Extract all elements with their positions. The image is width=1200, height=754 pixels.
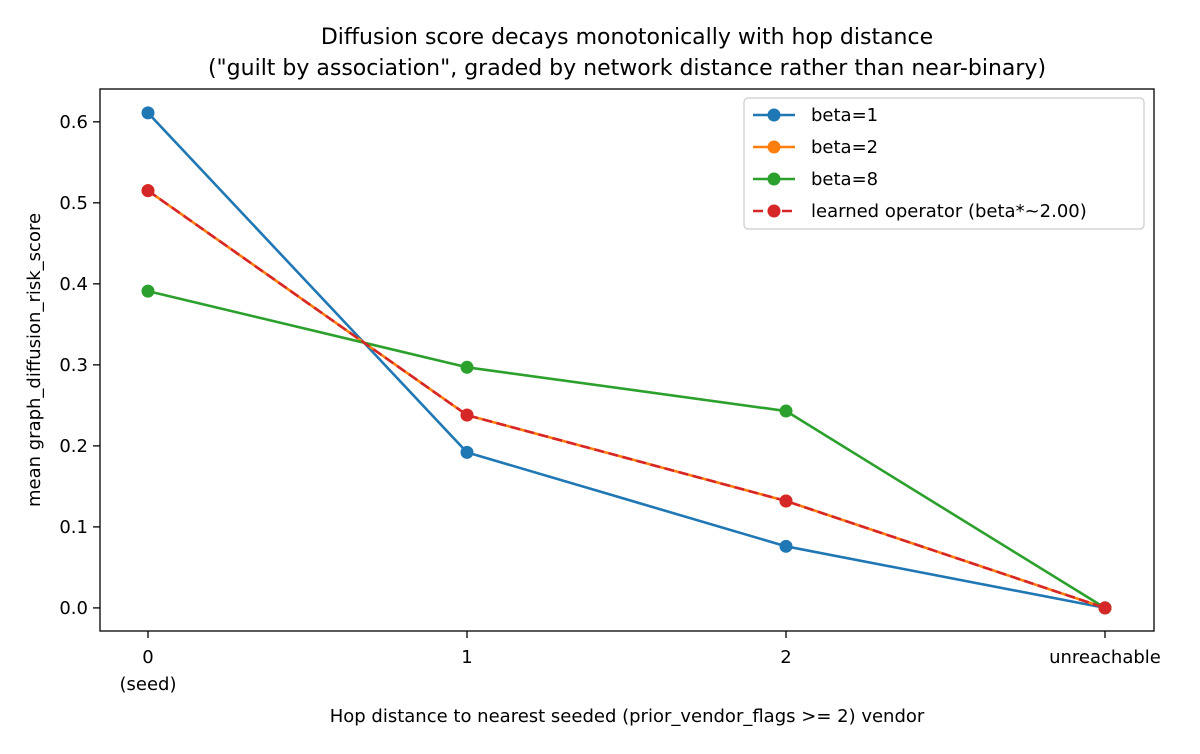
x-tick-label: 2 [780, 647, 791, 668]
legend-label: beta=2 [811, 137, 878, 158]
series-point [141, 184, 155, 198]
y-tick-label: 0.4 [59, 274, 88, 295]
x-tick-label-line: (seed) [120, 674, 177, 695]
series-line-4 [147, 189, 1106, 610]
series-point [779, 404, 793, 418]
series-point [779, 494, 793, 508]
x-tick-label-line: 1 [461, 647, 472, 668]
y-tick-label: 0.5 [59, 193, 88, 214]
legend-label: beta=1 [811, 105, 878, 126]
series-point [141, 106, 155, 120]
x-tick-label: 0 (seed) [120, 647, 177, 695]
series-point [1098, 601, 1112, 615]
series-point [460, 408, 474, 422]
plot-frame [99, 88, 1155, 632]
y-tick-label: 0.1 [59, 517, 88, 538]
series-line-2 [147, 189, 1106, 610]
y-tick-label: 0.3 [59, 355, 88, 376]
y-axis-label: mean graph_diffusion_risk_score [24, 213, 45, 507]
x-tick-label: unreachable [1049, 647, 1161, 668]
series-point [779, 539, 793, 553]
legend-box [743, 97, 1145, 230]
chart-subtitle: ("guilt by association", graded by netwo… [208, 56, 1046, 81]
y-tick-label: 0.6 [59, 112, 88, 133]
x-tick-label: 1 [461, 647, 472, 668]
x-tick-label-line: 2 [780, 647, 791, 668]
legend-swatch-marker [767, 204, 781, 218]
legend-label: learned operator (beta*~2.00) [811, 201, 1087, 222]
x-tick-label-line: unreachable [1049, 647, 1161, 668]
series-line-3 [147, 289, 1106, 610]
series-point [141, 284, 155, 298]
series-point [460, 445, 474, 459]
chart-title: Diffusion score decays monotonically wit… [321, 25, 933, 50]
x-axis-label: Hop distance to nearest seeded (prior_ve… [330, 706, 925, 727]
legend-swatch-marker [767, 140, 781, 154]
series-point [460, 360, 474, 374]
y-tick-label: 0.2 [59, 436, 88, 457]
legend-swatch-marker [767, 172, 781, 186]
series-line-1 [147, 112, 1106, 610]
legend-label: beta=8 [811, 169, 878, 190]
y-tick-label: 0.0 [59, 598, 88, 619]
legend-swatch-marker [767, 108, 781, 122]
x-tick-label-line: 0 [142, 647, 153, 668]
